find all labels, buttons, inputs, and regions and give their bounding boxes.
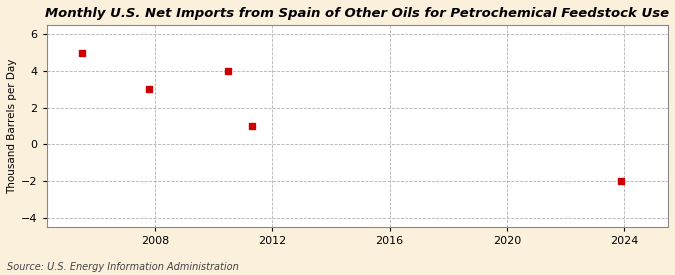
Title: Monthly U.S. Net Imports from Spain of Other Oils for Petrochemical Feedstock Us: Monthly U.S. Net Imports from Spain of O… — [45, 7, 670, 20]
Y-axis label: Thousand Barrels per Day: Thousand Barrels per Day — [7, 59, 17, 194]
Text: Source: U.S. Energy Information Administration: Source: U.S. Energy Information Administ… — [7, 262, 238, 272]
